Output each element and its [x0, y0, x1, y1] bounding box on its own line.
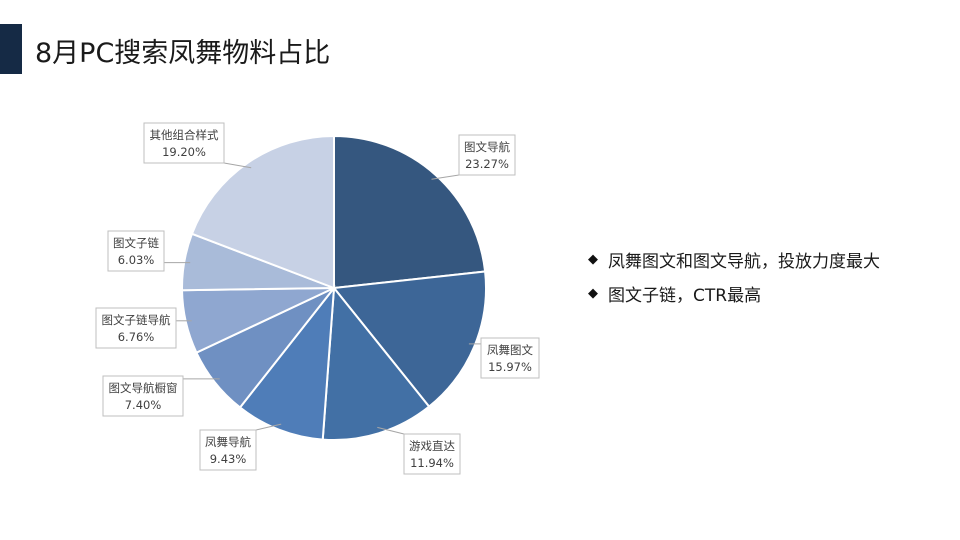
slice-label: 图文导航橱窗 — [109, 381, 178, 395]
bullet-text: 凤舞图文和图文导航，投放力度最大 — [608, 251, 880, 272]
slice-value-label: 11.94% — [410, 456, 454, 470]
callout-box — [95, 307, 177, 349]
slice-value-label: 23.27% — [465, 157, 509, 171]
bullet-item: ◆ 图文子链，CTR最高 — [588, 281, 880, 306]
page-title: 8月PC搜索凤舞物料占比 — [35, 38, 331, 69]
callout-box — [143, 122, 225, 164]
pie-slice — [332, 270, 487, 408]
slice-label: 图文子链 — [113, 236, 159, 250]
slice-value-label: 6.03% — [118, 253, 155, 267]
diamond-icon: ◆ — [588, 285, 598, 301]
slice-value-label: 7.40% — [125, 398, 162, 412]
diamond-icon: ◆ — [588, 251, 598, 267]
bullet-item: ◆ 凤舞图文和图文导航，投放力度最大 — [588, 247, 880, 272]
slice-label: 凤舞图文 — [487, 343, 533, 357]
callout-box — [107, 230, 165, 272]
callout-box — [199, 429, 257, 471]
leader-line — [223, 162, 252, 169]
pie-slice — [333, 134, 487, 290]
slice-value-label: 15.97% — [488, 360, 532, 374]
slice-label: 凤舞导航 — [205, 435, 251, 449]
pie-slice — [321, 285, 431, 441]
leader-line — [431, 174, 460, 180]
title-accent-bar — [0, 24, 22, 74]
slice-value-label: 19.20% — [162, 145, 206, 159]
callout-box — [458, 134, 516, 176]
slice-label: 游戏直达 — [409, 439, 455, 453]
callout-box — [102, 375, 184, 417]
callout-box — [480, 337, 540, 379]
slice-label: 图文导航 — [464, 140, 510, 154]
slice-value-label: 9.43% — [210, 452, 247, 466]
pie-slice — [190, 134, 335, 290]
slice-value-label: 6.76% — [118, 330, 155, 344]
slice-label: 图文子链导航 — [102, 313, 171, 327]
pie-slice — [238, 284, 336, 441]
leader-line — [377, 426, 405, 435]
callout-box — [403, 433, 461, 475]
bullet-text: 图文子链，CTR最高 — [608, 285, 762, 306]
bullet-list: ◆ 凤舞图文和图文导航，投放力度最大 ◆ 图文子链，CTR最高 — [588, 247, 880, 315]
slice-label: 其他组合样式 — [150, 128, 219, 142]
leader-line — [255, 423, 282, 431]
